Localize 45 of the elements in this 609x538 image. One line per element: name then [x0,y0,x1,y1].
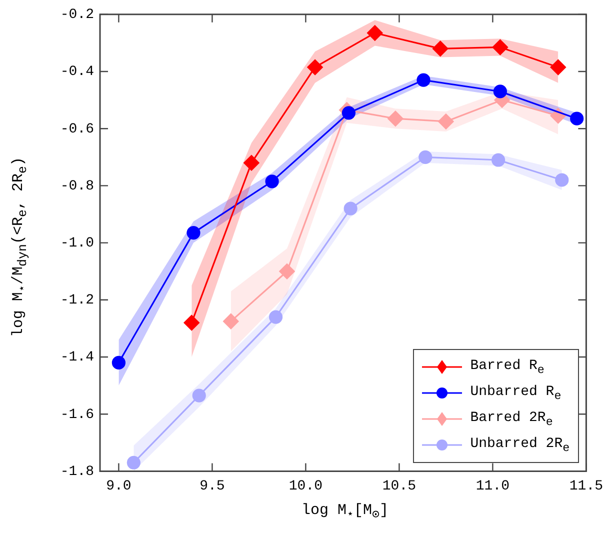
x-tick-label: 10.5 [382,478,416,494]
point [223,314,239,330]
point [268,310,283,324]
point [112,356,126,370]
legend-label: Unbarred 2R$_{e}$ [470,436,570,455]
point [416,73,430,87]
y-tick-label: -0.6 [60,121,94,138]
y-tick-label: -1.8 [60,464,94,480]
y-tick-label: -0.2 [60,7,94,24]
point [184,314,200,331]
point [279,264,295,280]
point [438,114,454,130]
point [418,150,432,164]
point [570,112,584,126]
y-tick-label: -0.4 [60,64,94,80]
x-tick-label: 10.0 [288,478,323,494]
x-tick-label: 9.5 [200,478,225,494]
point [342,106,356,120]
y-tick-label: -1.2 [60,292,94,309]
y-tick-label: -1.4 [60,350,94,366]
point [192,388,206,402]
point [493,84,507,98]
point [432,40,448,56]
point [388,110,404,126]
point [492,39,508,56]
x-axis-title: log M$_{⋆}$[M$_{⊙}$] [301,502,389,522]
y-tick-label: -1.6 [60,406,94,423]
point [344,202,358,216]
point [244,155,260,171]
y-tick-label: -0.8 [60,178,94,194]
point [550,59,566,76]
point [126,456,140,470]
y-tick-label: -1.0 [60,236,94,252]
legend-label: Unbarred R$_{e}$ [470,384,562,403]
point [265,174,279,188]
point [367,25,383,41]
legend-label: Barred R$_{e}$ [470,358,544,377]
point [186,226,200,240]
point [555,173,569,187]
x-tick-label: 9.0 [106,478,132,494]
point [492,153,506,167]
point [307,59,323,76]
x-tick-label: 11.0 [476,478,510,494]
x-tick-label: 11.5 [569,478,603,494]
legend-label: Barred 2R$_{e}$ [470,410,553,429]
